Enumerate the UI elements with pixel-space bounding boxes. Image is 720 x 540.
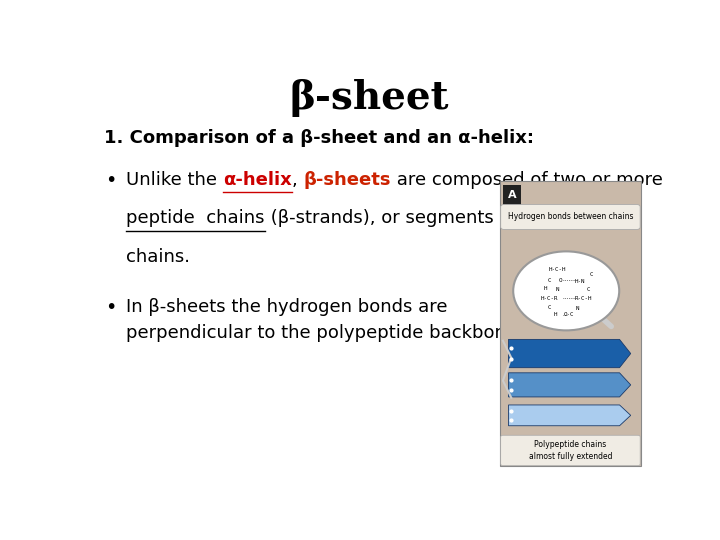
FancyBboxPatch shape	[500, 181, 641, 466]
Polygon shape	[508, 373, 631, 397]
Text: α-helix: α-helix	[223, 171, 292, 189]
Text: ,: ,	[292, 171, 303, 189]
Text: A: A	[508, 190, 517, 199]
Text: H-C-R: H-C-R	[541, 296, 558, 301]
Text: R-C-H: R-C-H	[575, 296, 592, 301]
Text: O: O	[559, 278, 562, 283]
Text: H: H	[553, 313, 557, 318]
Text: N: N	[556, 287, 559, 292]
Text: Polypeptide chains
almost fully extended: Polypeptide chains almost fully extended	[528, 441, 612, 461]
Text: β-sheets: β-sheets	[303, 171, 391, 189]
Text: C: C	[548, 278, 552, 283]
FancyBboxPatch shape	[503, 185, 521, 205]
Text: In β-sheets the hydrogen bonds are
perpendicular to the polypeptide backbone: In β-sheets the hydrogen bonds are perpe…	[126, 298, 517, 342]
FancyBboxPatch shape	[500, 435, 640, 465]
Text: N: N	[575, 306, 579, 311]
Text: chains.: chains.	[126, 248, 190, 266]
Text: β-sheet: β-sheet	[289, 79, 449, 117]
Text: C: C	[548, 305, 552, 310]
Text: 1. Comparison of a β-sheet and an α-helix:: 1. Comparison of a β-sheet and an α-heli…	[104, 129, 534, 147]
Text: (β-strands), or segments of polypeptide: (β-strands), or segments of polypeptide	[265, 210, 629, 227]
Text: C: C	[590, 272, 593, 276]
Text: Hydrogen bonds between chains: Hydrogen bonds between chains	[508, 212, 633, 221]
Circle shape	[513, 252, 619, 330]
FancyBboxPatch shape	[500, 205, 640, 230]
Text: Unlike the: Unlike the	[126, 171, 223, 189]
Text: peptide  chains: peptide chains	[126, 210, 265, 227]
Text: •: •	[106, 298, 117, 317]
Text: are composed of two or more: are composed of two or more	[391, 171, 662, 189]
Text: •: •	[106, 171, 117, 190]
Polygon shape	[508, 405, 631, 426]
Text: H: H	[544, 286, 546, 291]
Text: C: C	[587, 287, 590, 292]
Text: H-N: H-N	[575, 279, 585, 284]
Polygon shape	[508, 340, 631, 368]
Text: H-C-H: H-C-H	[549, 267, 566, 272]
Text: O-C: O-C	[564, 313, 575, 318]
